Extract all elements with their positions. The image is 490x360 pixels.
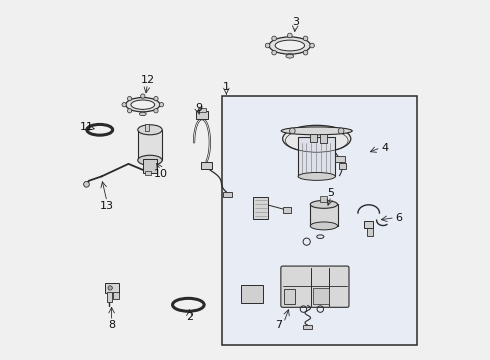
Circle shape [159,103,164,107]
Circle shape [154,96,158,101]
Circle shape [84,181,89,187]
Bar [138,130,162,160]
Ellipse shape [138,155,162,165]
Bar [143,159,157,173]
Circle shape [303,36,308,41]
Bar [223,192,232,197]
Ellipse shape [126,98,160,112]
Bar [310,134,318,142]
Ellipse shape [275,40,304,51]
Bar [313,288,329,304]
Ellipse shape [310,222,338,230]
Text: 6: 6 [396,213,403,222]
Bar [320,134,327,143]
Bar [368,228,373,235]
Bar [201,162,212,169]
Circle shape [122,103,126,107]
Bar [146,171,151,175]
Circle shape [288,53,292,58]
Bar [320,197,327,202]
Text: 4: 4 [381,143,389,153]
Bar [145,124,149,131]
Circle shape [141,111,145,116]
Bar [107,292,112,302]
Bar [242,285,263,303]
Circle shape [141,94,145,98]
FancyBboxPatch shape [281,266,349,307]
Text: 3: 3 [292,17,299,27]
Text: 9: 9 [195,103,202,113]
Circle shape [303,50,308,55]
Bar [283,207,291,213]
Bar [113,292,120,300]
Circle shape [272,50,276,55]
Bar [310,204,338,226]
Ellipse shape [138,125,162,135]
Text: 7: 7 [275,320,283,330]
Ellipse shape [131,100,155,109]
Circle shape [338,128,344,134]
Circle shape [265,43,270,48]
Text: 8: 8 [108,320,115,330]
Circle shape [272,36,276,41]
Ellipse shape [286,54,294,58]
Bar [335,156,345,162]
Circle shape [154,109,158,113]
Text: 10: 10 [154,168,168,179]
Bar [197,108,206,112]
Ellipse shape [310,201,338,208]
Ellipse shape [269,37,311,54]
Ellipse shape [283,125,351,152]
Circle shape [288,33,292,38]
Text: 11: 11 [79,122,94,132]
Circle shape [310,43,315,48]
Bar [365,221,373,228]
Bar [221,96,417,345]
Bar [303,324,312,329]
Circle shape [290,128,295,134]
Bar [339,163,346,168]
Circle shape [108,286,112,290]
Bar [285,289,295,304]
Text: 1: 1 [223,82,230,93]
Bar [253,197,269,219]
Circle shape [127,109,132,113]
Circle shape [127,96,132,101]
Ellipse shape [139,112,146,116]
Bar [196,111,208,119]
Text: 5: 5 [328,188,335,198]
Text: 2: 2 [186,312,193,322]
Ellipse shape [298,172,335,180]
Ellipse shape [281,127,352,135]
Text: 12: 12 [141,75,154,85]
Bar [298,137,335,176]
Text: 13: 13 [100,201,114,211]
Bar [105,283,120,293]
